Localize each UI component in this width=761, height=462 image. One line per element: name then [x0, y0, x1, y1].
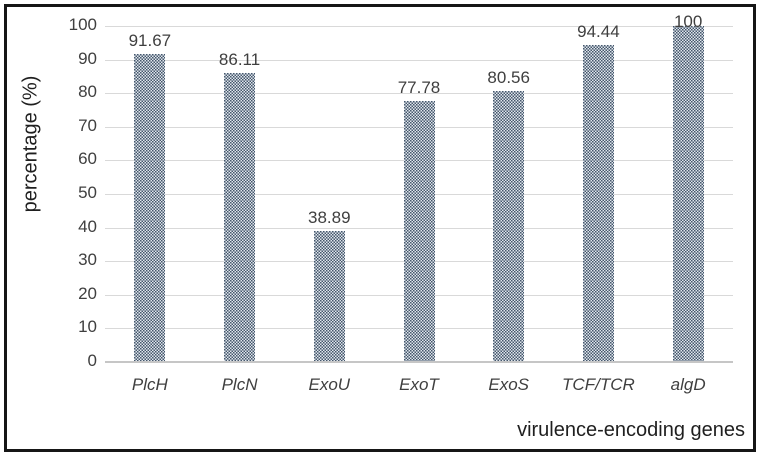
bar-value-label: 94.44 — [577, 21, 620, 41]
bar-value-label: 86.11 — [218, 49, 261, 69]
y-tick-label: 20 — [78, 283, 97, 303]
bar — [224, 72, 256, 362]
bar-value-label: 38.89 — [308, 208, 351, 228]
y-tick-label: 60 — [78, 149, 97, 169]
y-tick-label: 10 — [78, 317, 97, 337]
x-tick-label: ExoT — [399, 375, 439, 394]
bar-value-label: 91.67 — [128, 30, 172, 50]
bar-value-label: 100 — [673, 12, 703, 31]
bar — [134, 53, 166, 362]
y-tick-label: 40 — [78, 216, 97, 236]
y-tick-label: 100 — [68, 15, 97, 34]
bar — [582, 44, 614, 362]
bar-value-label: 80.56 — [487, 68, 530, 88]
gridline — [105, 26, 733, 27]
y-tick-label: 80 — [78, 82, 97, 102]
x-tick-label: ExoS — [488, 375, 530, 394]
y-tick-label: 50 — [78, 183, 97, 202]
plot-area: 91.67 86.11 38.89 77.78 80.56 94.44 100 — [105, 12, 733, 363]
bar — [403, 100, 435, 362]
y-axis-title: percentage (%) — [19, 75, 42, 213]
x-tick-label: PlcN — [221, 375, 258, 394]
x-tick-label: algD — [670, 375, 706, 394]
x-tick-label: PlcH — [131, 375, 168, 394]
bar-value-label: 77.78 — [397, 77, 441, 97]
bar — [313, 231, 345, 362]
x-tick-label: TCF/TCR — [562, 375, 635, 394]
y-tick-label: 70 — [78, 115, 97, 135]
y-tick-label: 30 — [78, 250, 97, 270]
chart-frame — [4, 4, 756, 452]
bar — [672, 26, 704, 362]
y-tick-label: 0 — [87, 351, 97, 370]
bar — [493, 91, 525, 362]
y-tick-label: 90 — [78, 48, 97, 68]
gridline — [105, 93, 733, 95]
x-tick-label: ExoU — [308, 375, 351, 394]
x-axis-title: virulence-encoding genes — [517, 419, 745, 441]
gridline — [105, 59, 733, 61]
x-axis-line — [105, 361, 733, 363]
